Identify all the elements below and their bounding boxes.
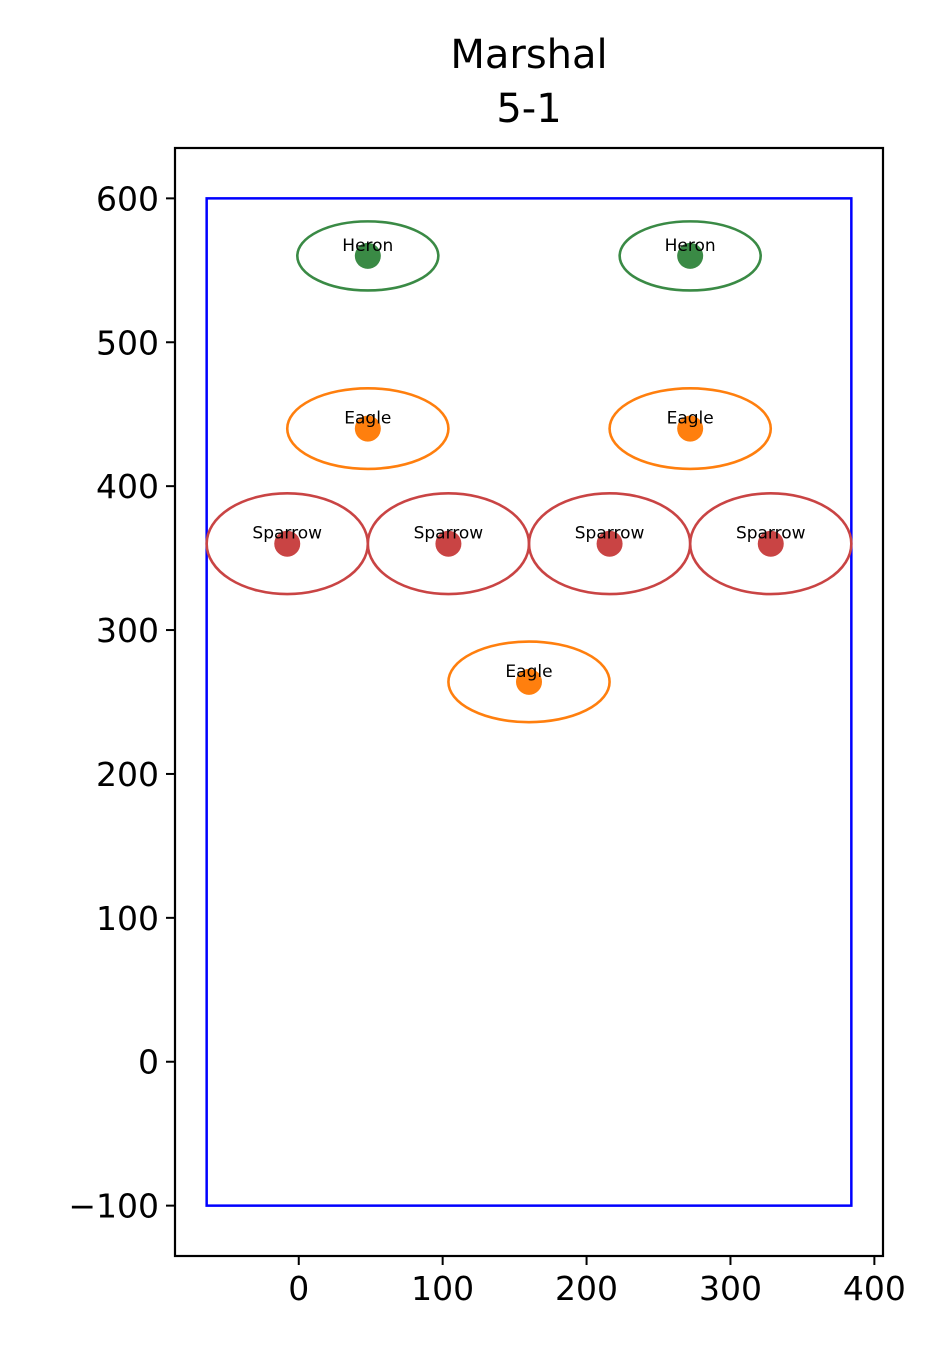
field-boundary	[205, 197, 853, 1207]
point-label: Sparrow	[736, 524, 806, 544]
point-marker-heron	[677, 242, 704, 269]
y-tick-label: 200	[96, 755, 159, 794]
chart-title: Marshal	[450, 32, 607, 78]
y-tick-label: 300	[96, 611, 159, 650]
x-tick-label: 200	[555, 1269, 618, 1308]
range-ellipse-heron	[618, 220, 762, 292]
plot-area: 0 100 200 300 400 −100 0 100 200 300 400 500 600 Hero…	[68, 179, 906, 1308]
point-marker-eagle	[354, 415, 381, 442]
range-ellipse-eagle	[285, 387, 450, 471]
chart-subtitle: 5-1	[496, 86, 561, 132]
plot-frame	[173, 146, 885, 1258]
x-tick-label: 0	[288, 1269, 309, 1308]
point-label: Eagle	[505, 662, 552, 682]
x-tick-label: 300	[699, 1269, 762, 1308]
y-tick-label: 600	[96, 179, 159, 218]
point-marker-sparrow	[757, 530, 784, 557]
y-tick-label: 400	[96, 467, 159, 506]
x-tick-label: 400	[843, 1269, 906, 1308]
x-tick-label: 100	[411, 1269, 474, 1308]
point-label: Sparrow	[252, 524, 322, 544]
point-marker-eagle	[677, 415, 704, 442]
range-ellipse-eagle	[447, 640, 611, 724]
point-marker-sparrow	[596, 530, 623, 557]
point-label: Eagle	[344, 409, 391, 429]
range-ellipse-eagle	[608, 387, 773, 471]
point-marker-eagle	[516, 668, 542, 695]
y-tick-label: −100	[68, 1187, 159, 1226]
point-label: Heron	[665, 236, 716, 256]
point-marker-heron	[354, 242, 381, 269]
y-tick-label: 100	[96, 899, 159, 938]
y-tick-label: 500	[96, 323, 159, 362]
point-label: Sparrow	[575, 524, 645, 544]
y-tick-label: 0	[138, 1043, 159, 1082]
point-marker-sparrow	[274, 530, 301, 557]
point-label: Eagle	[667, 409, 714, 429]
range-ellipse-heron	[296, 220, 440, 292]
point-label: Heron	[342, 236, 393, 256]
point-marker-sparrow	[435, 530, 462, 557]
point-label: Sparrow	[414, 524, 484, 544]
range-ellipse-sparrow	[688, 492, 853, 596]
